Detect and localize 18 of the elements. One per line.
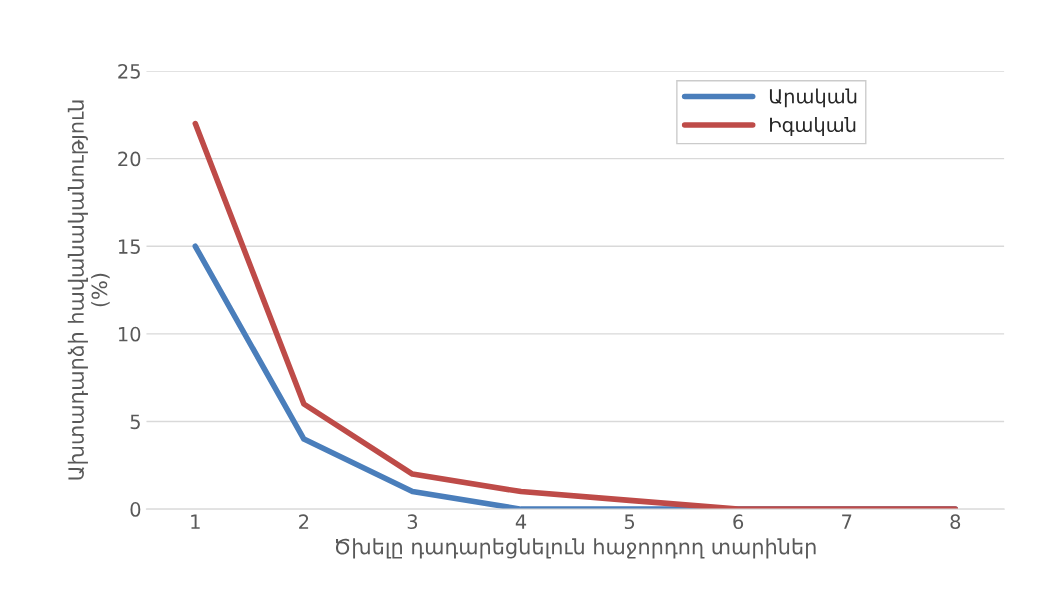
y-axis-title: Ախտադարձի հավանականություն (%) [67, 100, 110, 480]
legend-label: Արական [769, 88, 857, 108]
x-tick-label: 5 [624, 514, 635, 530]
y-tick-label: 5 [130, 414, 140, 430]
legend-label: Իգական [770, 117, 856, 136]
x-axis-title: Ծխելը դադարեցնելուն հաջորդող տարիներ [335, 538, 816, 559]
y-tick-label: 25 [118, 64, 140, 79]
x-tick-label: 3 [407, 514, 418, 530]
x-tick-label: 4 [515, 514, 527, 529]
x-tick-label: 1 [191, 514, 200, 529]
x-tick-label: 8 [950, 514, 961, 530]
x-tick-label: 7 [842, 514, 852, 529]
x-tick-label: 2 [299, 514, 309, 529]
y-tick-label: 10 [118, 326, 141, 342]
y-tick-label: 0 [130, 502, 141, 517]
y-tick-label: 20 [118, 151, 141, 167]
x-tick-label: 6 [733, 514, 744, 530]
y-tick-label: 15 [118, 239, 140, 254]
